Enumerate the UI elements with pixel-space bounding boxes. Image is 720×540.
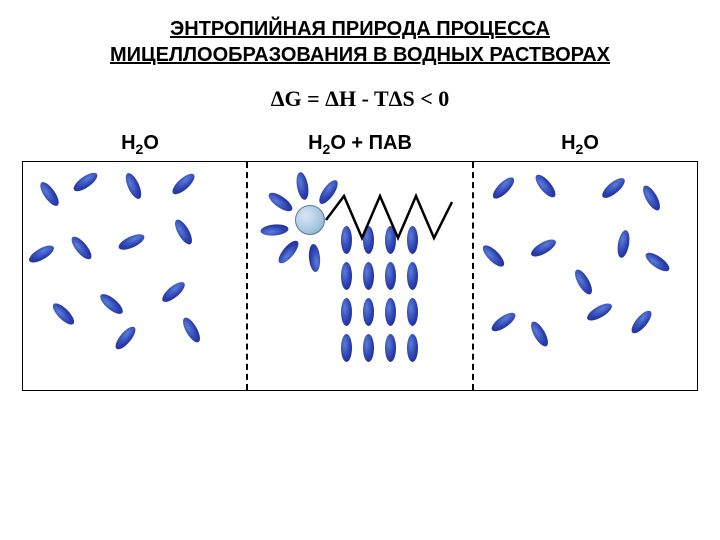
water-molecule — [70, 169, 99, 194]
panel-right — [474, 162, 697, 390]
panel-left — [23, 162, 248, 390]
water-molecule — [480, 242, 508, 270]
water-molecule — [116, 231, 146, 253]
water-molecule — [585, 300, 615, 324]
panel-labels-row: H2O H2O + ПАВ H2O — [0, 132, 720, 157]
water-molecule — [599, 175, 628, 201]
label-mid-text: H2O + ПАВ — [308, 132, 412, 154]
water-molecule — [171, 217, 195, 247]
panel-mid — [248, 162, 473, 390]
label-mid: H2O + ПАВ — [250, 132, 470, 157]
water-molecule — [49, 300, 77, 328]
water-molecule — [68, 234, 94, 263]
water-molecule — [26, 242, 56, 266]
water-molecule — [489, 309, 518, 334]
water-molecule — [159, 279, 188, 305]
water-molecule — [529, 236, 559, 260]
water-molecule — [640, 183, 664, 213]
label-left-text: H2O — [121, 132, 159, 154]
water-molecule — [112, 324, 138, 353]
surfactant-tail — [248, 162, 478, 392]
label-left: H2O — [30, 132, 250, 157]
water-molecule — [122, 171, 144, 201]
water-molecule — [36, 179, 61, 208]
water-molecule — [528, 319, 552, 349]
label-right: H2O — [470, 132, 690, 157]
panels-container — [22, 161, 698, 391]
water-molecule — [572, 267, 596, 297]
water-molecule — [616, 229, 632, 258]
water-molecule — [169, 171, 197, 198]
gibbs-equation: ΔG = ΔH - TΔS < 0 — [0, 86, 720, 112]
water-molecule — [179, 315, 203, 345]
title: ЭНТРОПИЙНАЯ ПРИРОДА ПРОЦЕССА МИЦЕЛЛООБРА… — [0, 0, 720, 68]
title-line1: ЭНТРОПИЙНАЯ ПРИРОДА ПРОЦЕССА — [170, 18, 550, 40]
title-line2: МИЦЕЛЛООБРАЗОВАНИЯ В ВОДНЫХ РАСТВОРАХ — [110, 44, 610, 66]
water-molecule — [628, 308, 654, 337]
label-right-text: H2O — [561, 132, 599, 154]
water-molecule — [97, 291, 126, 317]
water-molecule — [490, 174, 518, 202]
water-molecule — [643, 249, 672, 274]
water-molecule — [532, 172, 558, 201]
